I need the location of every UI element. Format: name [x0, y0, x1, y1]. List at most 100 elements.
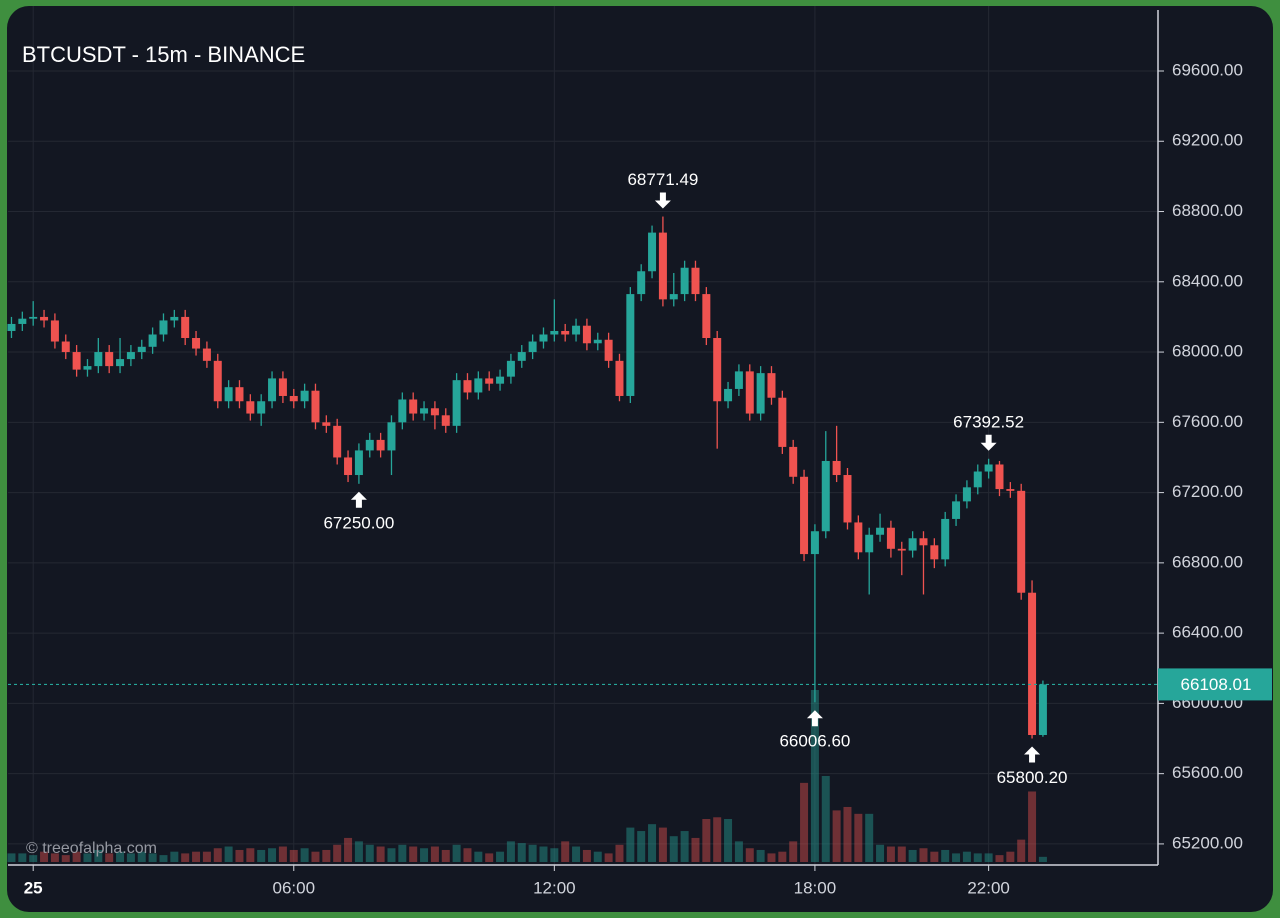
volume-bar [561, 841, 570, 862]
candle-body [941, 518, 950, 560]
candle-body [550, 330, 559, 335]
candle-body [430, 408, 439, 416]
candle-body [821, 460, 830, 532]
candle-body [648, 232, 657, 272]
candle-body [7, 323, 16, 331]
candle-body [789, 446, 798, 477]
candle-body [40, 316, 49, 321]
y-tick-label: 65600.00 [1172, 763, 1243, 782]
volume-bar [322, 849, 331, 862]
candle-body [810, 531, 819, 555]
annotation-label: 66006.60 [779, 732, 850, 751]
volume-bar [691, 837, 700, 862]
volume-bar [517, 843, 526, 862]
volume-bar [463, 848, 472, 862]
candle-body [126, 352, 135, 360]
volume-bar [582, 849, 591, 862]
volume-bar [800, 782, 809, 862]
candle-body [192, 338, 201, 349]
volume-bar [72, 851, 81, 862]
volume-bar [941, 849, 950, 862]
candle-body [452, 380, 461, 426]
candle-body [224, 387, 233, 402]
volume-bar [137, 851, 146, 862]
candle-body [658, 232, 667, 300]
y-tick-label: 65200.00 [1172, 833, 1243, 852]
volume-bar [1006, 851, 1015, 862]
volume-bar [680, 831, 689, 862]
volume-bar [126, 853, 135, 862]
candle-body [843, 475, 852, 523]
candle-body [365, 439, 374, 451]
candle-body [18, 318, 27, 324]
candle-body [116, 359, 125, 367]
candle-body [278, 378, 287, 396]
candle-body [409, 399, 418, 414]
volume-bar [789, 841, 798, 862]
candle-body [800, 476, 809, 555]
annotation-arrow [806, 710, 823, 727]
volume-bar [593, 851, 602, 862]
volume-bar [192, 851, 201, 862]
volume-bar [278, 846, 287, 862]
volume-bar [952, 853, 961, 862]
volume-bar [83, 853, 92, 862]
candle-body [539, 334, 548, 342]
volume-bar [539, 846, 548, 862]
candle-body [734, 371, 743, 389]
volume-bar [810, 690, 819, 862]
candle-body [398, 399, 407, 423]
candle-body [832, 460, 841, 476]
candle-body [83, 366, 92, 370]
candle-body [984, 464, 993, 472]
volume-bar [485, 853, 494, 862]
y-tick-label: 69200.00 [1172, 131, 1243, 150]
candle-body [897, 548, 906, 551]
volume-bar [876, 844, 885, 862]
candle-body [778, 397, 787, 447]
last-price-box [1158, 668, 1272, 701]
annotation-label: 67392.52 [953, 412, 1024, 431]
volume-bar [713, 817, 722, 862]
volume-bar [496, 851, 505, 862]
candle-body [1028, 592, 1037, 736]
annotation-arrow [980, 434, 997, 451]
candle-body [604, 339, 613, 361]
volume-bar [1038, 856, 1047, 862]
volume-bar [734, 841, 743, 862]
volume-bar [224, 846, 233, 862]
volume-bar [116, 851, 125, 862]
volume-bar [778, 851, 787, 862]
candle-body [159, 320, 168, 335]
volume-bar [506, 841, 515, 862]
candle-body [322, 422, 331, 426]
volume-bar [40, 851, 49, 862]
volume-bar [257, 849, 266, 862]
volume-bar [398, 844, 407, 862]
volume-bar [962, 851, 971, 862]
volume-bar [897, 846, 906, 862]
volume-bar [615, 844, 624, 862]
candle-body [506, 360, 515, 377]
volume-bar [637, 831, 646, 862]
volume-bar [159, 855, 168, 862]
candle-body [311, 390, 320, 423]
volume-bar [919, 848, 928, 862]
candle-body [387, 422, 396, 451]
volume-bar [756, 849, 765, 862]
candle-body [1006, 489, 1015, 491]
candle-body [1038, 684, 1047, 736]
volume-bar [105, 853, 114, 862]
candle-body [669, 294, 678, 300]
candle-body [886, 527, 895, 549]
candle-body [268, 378, 277, 402]
candle-body [582, 325, 591, 344]
volume-bar [648, 824, 657, 862]
volume-bar [430, 846, 439, 862]
candle-body [724, 388, 733, 402]
candle-body [572, 325, 581, 335]
y-tick-label: 68000.00 [1172, 342, 1243, 361]
volume-bar [289, 849, 298, 862]
volume-bar [300, 848, 309, 862]
